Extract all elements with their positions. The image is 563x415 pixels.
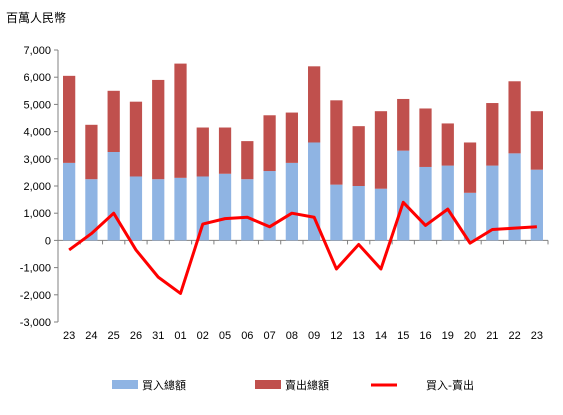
x-tick-label: 24 <box>85 330 97 342</box>
bar-buy <box>530 169 543 241</box>
bar-buy <box>285 162 298 241</box>
legend-label-net: 買入-賣出 <box>426 378 474 392</box>
x-tick-label: 23 <box>63 330 75 342</box>
x-tick-label: 09 <box>308 330 320 342</box>
x-tick-label: 20 <box>464 330 476 342</box>
x-tick-label: 08 <box>286 330 298 342</box>
bar-buy <box>330 184 343 241</box>
bar-sell <box>463 142 477 193</box>
bar-buy <box>263 171 276 241</box>
x-tick-label: 31 <box>152 330 164 342</box>
y-tick-label: 5,000 <box>23 99 51 111</box>
bar-sell <box>85 124 98 180</box>
bar-sell <box>174 63 187 178</box>
bar-buy <box>463 192 477 241</box>
x-tick-label: 21 <box>486 330 498 342</box>
bar-sell <box>263 115 276 172</box>
y-axis-unit-label: 百萬人民幣 <box>6 11 67 25</box>
y-tick-label: 7,000 <box>23 45 51 57</box>
x-tick-label: 06 <box>241 330 253 342</box>
y-tick-label: 6,000 <box>23 72 51 84</box>
bar-sell <box>486 103 499 166</box>
bar-sell <box>107 90 120 152</box>
bar-sell <box>530 111 543 170</box>
bar-buy <box>486 165 499 241</box>
bar-sell <box>196 127 209 177</box>
bar-buy <box>352 186 365 241</box>
bar-sell <box>374 111 388 189</box>
bar-buy <box>397 150 410 241</box>
bar-buy <box>218 173 232 241</box>
bar-buy <box>152 179 165 241</box>
x-tick-label: 26 <box>130 330 142 342</box>
legend-swatch-sell <box>255 380 281 389</box>
bar-sell <box>308 66 321 143</box>
x-tick-label: 23 <box>531 330 543 342</box>
bar-sell <box>152 79 165 180</box>
net-line <box>68 200 537 295</box>
x-tick-label: 07 <box>263 330 275 342</box>
bar-sell <box>352 126 365 186</box>
bar-buy <box>129 176 143 241</box>
x-tick-label: 16 <box>419 330 431 342</box>
bar-sell <box>397 98 410 151</box>
bar-sell <box>441 123 454 166</box>
bar-sell <box>241 141 254 180</box>
x-tick-label: 25 <box>108 330 120 342</box>
bar-buy <box>441 165 454 241</box>
bar-sell <box>63 75 76 163</box>
y-tick-label: 2,000 <box>23 181 51 193</box>
y-tick-label: -3,000 <box>20 317 51 329</box>
x-tick-label: 19 <box>442 330 454 342</box>
bar-buy <box>63 162 76 241</box>
bar-sell <box>330 100 343 185</box>
y-tick-label: -2,000 <box>20 290 51 302</box>
bar-buy <box>374 188 388 241</box>
y-tick-label: 3,000 <box>23 154 51 166</box>
bar-buy <box>196 176 209 241</box>
x-tick-label: 05 <box>219 330 231 342</box>
bar-sell <box>419 108 432 167</box>
bar-buy <box>174 177 187 241</box>
x-tick-label: 01 <box>174 330 186 342</box>
legend-swatch-buy <box>112 380 138 389</box>
x-tick-label: 02 <box>197 330 209 342</box>
x-tick-label: 14 <box>375 330 387 342</box>
bar-sell <box>508 81 521 154</box>
y-tick-label: 1,000 <box>23 208 51 220</box>
y-tick-label: -1,000 <box>20 263 51 275</box>
legend-label-buy: 買入總額 <box>142 378 186 392</box>
x-tick-label: 12 <box>330 330 342 342</box>
x-tick-label: 15 <box>397 330 409 342</box>
bar-buy <box>85 179 98 241</box>
bar-buy <box>419 166 432 241</box>
y-tick-label: 4,000 <box>23 127 51 139</box>
bar-sell <box>129 101 143 177</box>
y-tick-label: 0 <box>45 235 51 247</box>
x-tick-label: 22 <box>508 330 520 342</box>
bar-buy <box>241 179 254 241</box>
bar-sell <box>218 127 232 174</box>
x-tick-label: 13 <box>353 330 365 342</box>
bar-buy <box>508 153 521 241</box>
legend-label-sell: 賣出總額 <box>285 378 329 392</box>
bar-buy <box>107 152 120 241</box>
bar-sell <box>285 112 298 163</box>
